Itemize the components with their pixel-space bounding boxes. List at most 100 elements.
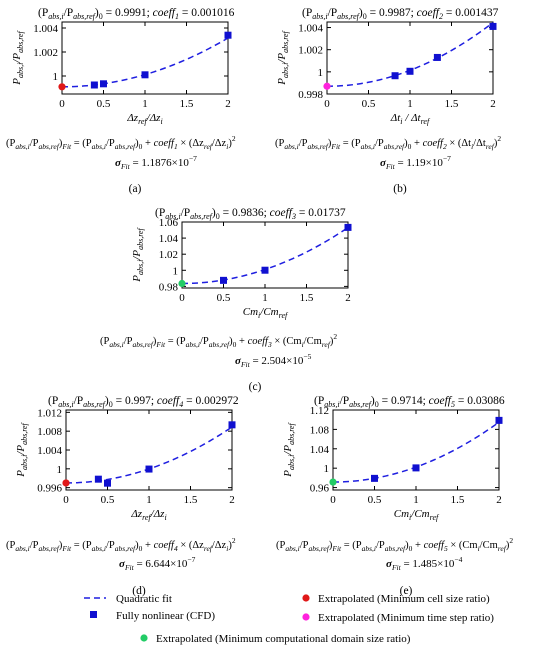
x-tick-label: 2	[490, 98, 496, 110]
fit-equation: (Pabs,i/Pabs,ref)Fit = (Pabs,i/Pabs,ref)…	[100, 332, 337, 349]
x-tick-label: 1	[413, 494, 419, 506]
y-tick-label: 1.004	[33, 23, 58, 35]
y-axis-label: Pabs,i/Pabs,ref	[131, 226, 145, 282]
y-axis-label: Pabs,i/Pabs,ref	[276, 29, 290, 85]
legend-extrap-domain-swatch	[140, 634, 148, 642]
legend-extrap-cell-swatch	[302, 594, 310, 602]
x-tick-label: 2	[496, 494, 502, 506]
y-tick-label: 0.998	[298, 89, 323, 101]
cfd-point	[224, 31, 232, 39]
panel-b: (Pabs,i/Pabs,ref)0 = 0.9987; coeff2 = 0.…	[275, 7, 501, 195]
panel-caption: (e)	[400, 585, 413, 597]
y-tick-label: 1	[57, 464, 63, 476]
y-tick-label: 1	[324, 463, 330, 475]
fit-equation: (Pabs,i/Pabs,ref)Fit = (Pabs,i/Pabs,ref)…	[276, 536, 513, 553]
quadratic-fit-line	[332, 421, 500, 483]
sigma-fit: σFit = 1.1876×10−7	[115, 154, 197, 171]
cfd-point	[90, 81, 98, 89]
quadratic-fit-line	[65, 426, 233, 484]
extrapolated-point	[58, 83, 66, 91]
y-axis-label: Pabs,i/Pabs,ref	[15, 421, 29, 477]
extrapolated-point	[323, 82, 331, 90]
y-tick-label: 1.002	[298, 45, 323, 57]
legend-cfd-swatch	[90, 611, 97, 618]
panel-title: (Pabs,i/Pabs,ref)0 = 0.9836; coeff3 = 0.…	[155, 207, 346, 221]
cfd-point	[391, 72, 399, 80]
x-tick-label: 1	[262, 292, 268, 304]
x-tick-label: 1.5	[300, 292, 314, 304]
y-tick-label: 1.002	[33, 47, 58, 59]
y-tick-label: 1.008	[37, 426, 62, 438]
panel-c: (Pabs,i/Pabs,ref)0 = 0.9836; coeff3 = 0.…	[100, 207, 352, 393]
panel-title: (Pabs,i/Pabs,ref)0 = 0.9714; coeff5 = 0.…	[314, 395, 505, 409]
quadratic-fit-line	[61, 37, 229, 88]
legend-cfd-label: Fully nonlinear (CFD)	[116, 610, 215, 622]
x-tick-label: 2	[229, 494, 235, 506]
cfd-point	[344, 223, 352, 231]
cfd-point	[495, 416, 503, 424]
extrapolated-point	[62, 479, 70, 487]
cfd-point	[228, 421, 236, 429]
x-tick-label: 0.5	[368, 494, 382, 506]
legend: Quadratic fit Fully nonlinear (CFD) Extr…	[84, 593, 494, 645]
y-tick-label: 1.12	[310, 405, 329, 417]
legend-fit-label: Quadratic fit	[116, 593, 172, 605]
panel-caption: (d)	[132, 585, 146, 597]
extrapolated-point	[178, 279, 186, 288]
x-tick-label: 0	[324, 98, 330, 110]
legend-extrap-cell-label: Extrapolated (Minimum cell size ratio)	[318, 593, 490, 605]
x-tick-label: 1	[146, 494, 152, 506]
y-tick-label: 1.04	[159, 233, 179, 245]
y-tick-label: 1.004	[37, 445, 62, 457]
cfd-point	[412, 464, 420, 472]
y-tick-label: 1.06	[159, 217, 179, 229]
panel-caption: (c)	[249, 381, 262, 393]
fit-equation: (Pabs,i/Pabs,ref)Fit = (Pabs,i/Pabs,ref)…	[6, 536, 236, 553]
cfd-point	[145, 465, 153, 473]
y-tick-label: 0.98	[159, 281, 179, 293]
cfd-point	[433, 53, 441, 61]
y-tick-label: 1.08	[310, 424, 330, 436]
x-tick-label: 2	[225, 98, 231, 110]
panel-d: (Pabs,i/Pabs,ref)0 = 0.997; coeff4 = 0.0…	[6, 395, 239, 597]
sigma-fit: σFit = 6.644×10−7	[119, 555, 196, 572]
plot-frame	[326, 21, 494, 95]
x-tick-label: 1	[142, 98, 148, 110]
sigma-fit: σFit = 1.485×10−4	[386, 555, 463, 572]
x-tick-label: 0	[59, 98, 65, 110]
y-tick-label: 1.04	[310, 444, 330, 456]
x-tick-label: 0.5	[217, 292, 231, 304]
x-tick-label: 0.5	[101, 494, 115, 506]
cfd-point	[104, 479, 111, 487]
panel-e: (Pabs,i/Pabs,ref)0 = 0.9714; coeff5 = 0.…	[276, 395, 513, 597]
x-tick-label: 2	[345, 292, 351, 304]
cfd-point	[261, 266, 269, 274]
x-tick-label: 0.5	[97, 98, 111, 110]
fit-equation: (Pabs,i/Pabs,ref)Fit = (Pabs,i/Pabs,ref)…	[6, 134, 236, 151]
x-tick-label: 1.5	[445, 98, 459, 110]
x-tick-label: 1.5	[180, 98, 194, 110]
x-tick-label: 1.5	[184, 494, 198, 506]
x-axis-label: Cmi/Cmref	[243, 306, 289, 320]
panel-title: (Pabs,i/Pabs,ref)0 = 0.9991; coeff1 = 0.…	[38, 7, 235, 21]
x-tick-label: 1	[407, 98, 413, 110]
y-tick-label: 1	[53, 71, 59, 83]
panel-title: (Pabs,i/Pabs,ref)0 = 0.9987; coeff2 = 0.…	[302, 7, 499, 21]
x-axis-label: Δzref/Δzi	[130, 508, 166, 522]
x-axis-label: Cmi/Cmref	[394, 508, 440, 522]
fit-equation: (Pabs,i/Pabs,ref)Fit = (Pabs,i/Pabs,ref)…	[275, 134, 501, 151]
quadratic-fit-line	[326, 21, 494, 87]
panel-caption: (b)	[393, 183, 407, 195]
panel-title: (Pabs,i/Pabs,ref)0 = 0.997; coeff4 = 0.0…	[48, 395, 239, 409]
x-axis-label: Δti / Δtref	[390, 112, 431, 126]
quadratic-fit-line	[181, 226, 349, 285]
panel-a: (Pabs,i/Pabs,ref)0 = 0.9991; coeff1 = 0.…	[6, 7, 236, 195]
y-tick-label: 1.02	[159, 249, 178, 261]
legend-extrap-time-label: Extrapolated (Minimum time step ratio)	[318, 612, 494, 624]
x-tick-label: 0	[330, 494, 336, 506]
y-axis-label: Pabs,i/Pabs,ref	[282, 421, 296, 477]
x-tick-label: 1.5	[451, 494, 465, 506]
panel-caption: (a)	[129, 183, 142, 195]
plot-frame	[61, 21, 229, 95]
y-tick-label: 1.012	[37, 407, 62, 419]
